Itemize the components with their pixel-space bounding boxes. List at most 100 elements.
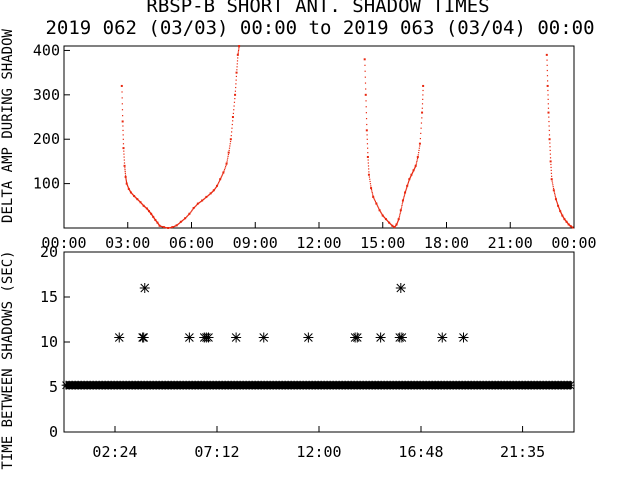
top-data-point (373, 197, 375, 199)
top-data-point (124, 174, 127, 176)
top-data-point (230, 135, 232, 137)
top-data-point (422, 89, 424, 92)
top-data-point (365, 106, 367, 108)
top-data-point (554, 198, 557, 201)
bottom-data-point (114, 332, 125, 343)
top-data-point (124, 167, 126, 169)
top-data-point (370, 187, 373, 190)
top-data-point (419, 145, 421, 147)
top-data-point (398, 215, 401, 217)
top-data-point (363, 58, 366, 61)
top-data-point (550, 172, 553, 174)
top-data-point (559, 210, 562, 213)
top-data-point (418, 142, 421, 145)
top-data-point (549, 149, 551, 152)
top-data-point (378, 207, 380, 209)
top-data-point (182, 219, 184, 221)
top-data-point (378, 208, 380, 210)
top-data-point (405, 188, 407, 190)
top-data-point (222, 171, 225, 174)
top-data-point (550, 178, 553, 181)
top-data-point (403, 195, 405, 198)
top-data-point (557, 204, 560, 207)
top-data-point (176, 224, 179, 226)
top-data-point (220, 177, 222, 179)
bottom-x-tick-label: 07:12 (194, 443, 239, 461)
top-data-point (234, 98, 236, 100)
top-data-point (381, 213, 383, 215)
top-data-point (125, 177, 127, 179)
top-data-point (366, 138, 368, 140)
top-data-point (194, 206, 196, 208)
top-data-point (177, 223, 179, 225)
top-data-point (547, 111, 550, 114)
top-data-point (227, 151, 230, 154)
top-data-point (405, 187, 408, 189)
top-data-point (399, 209, 402, 212)
top-data-point (552, 184, 554, 186)
top-data-point (397, 220, 399, 222)
top-data-point (225, 164, 227, 166)
top-data-point (404, 193, 406, 195)
top-data-point (365, 88, 367, 90)
top-data-point (420, 122, 423, 124)
top-data-point (231, 123, 233, 126)
top-data-point (214, 187, 217, 189)
top-data-point (123, 153, 125, 155)
top-data-point (565, 220, 567, 223)
top-data-point (196, 203, 198, 206)
top-data-point (549, 146, 551, 148)
top-data-point (127, 186, 129, 188)
top-data-point (365, 118, 368, 120)
top-data-point (164, 226, 166, 229)
top-data-point (130, 191, 132, 193)
top-data-point (558, 207, 560, 210)
top-data-point (126, 183, 128, 186)
top-data-point (226, 159, 228, 161)
top-data-point (396, 223, 398, 225)
top-data-point (401, 204, 403, 207)
top-data-point (123, 159, 125, 161)
top-data-point (364, 70, 366, 72)
top-data-point (380, 212, 382, 214)
top-data-point (195, 205, 197, 207)
top-data-point (125, 178, 127, 180)
top-data-point (556, 200, 558, 203)
top-data-point (187, 214, 189, 216)
top-data-point (397, 218, 400, 221)
top-data-point (371, 191, 373, 194)
top-data-point (372, 195, 375, 198)
top-data-point (414, 166, 417, 168)
top-data-point (126, 184, 129, 187)
top-data-point (121, 120, 124, 123)
top-data-point (547, 98, 549, 100)
top-data-point (178, 222, 181, 224)
top-data-point (221, 174, 224, 176)
top-data-point (237, 57, 239, 59)
top-data-point (212, 189, 215, 192)
top-data-point (148, 210, 150, 212)
top-data-point (234, 90, 237, 92)
top-data-point (173, 226, 175, 228)
top-data-point (548, 116, 550, 118)
bottom-plot-frame (63, 251, 575, 433)
top-data-point (219, 178, 222, 181)
top-data-point (407, 184, 409, 186)
top-data-point (235, 79, 237, 81)
top-data-point (227, 155, 229, 157)
top-data-point (552, 189, 555, 192)
top-data-point (365, 129, 368, 132)
top-data-point (121, 103, 123, 105)
top-data-point (421, 111, 424, 114)
top-data-point (170, 226, 172, 229)
top-data-point (560, 212, 562, 214)
top-data-point (215, 186, 218, 188)
top-y-tick-label: 100 (33, 175, 60, 193)
top-data-point (563, 218, 565, 220)
top-data-point (123, 164, 126, 167)
top-data-point (420, 132, 422, 135)
top-data-point (124, 169, 126, 171)
top-x-tick-label: 21:00 (488, 234, 533, 252)
top-data-point (401, 206, 403, 208)
top-data-point (549, 153, 551, 155)
